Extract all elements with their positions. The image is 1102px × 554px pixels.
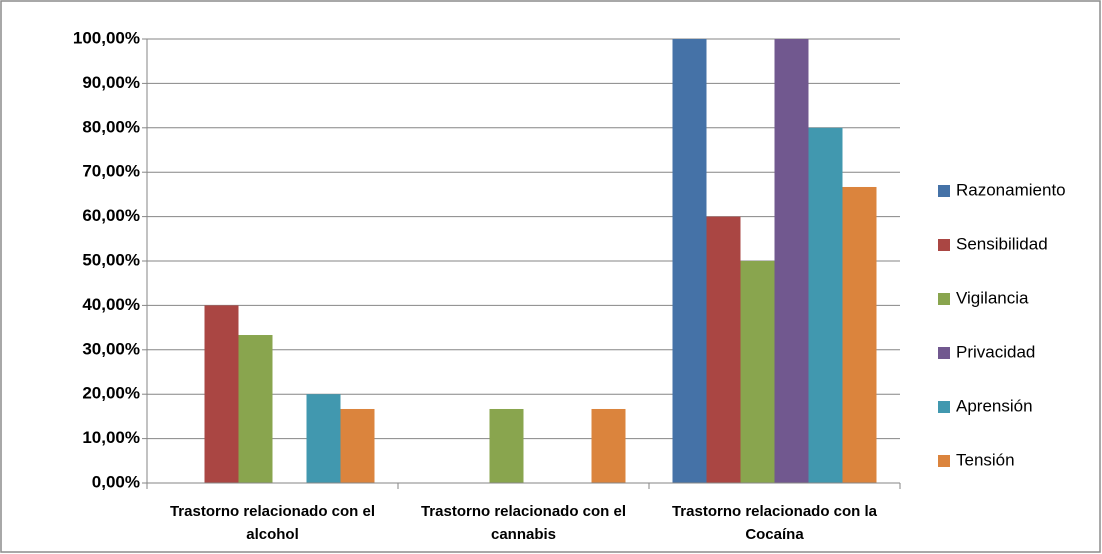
bar	[774, 39, 809, 483]
y-tick-label: 10,00%	[82, 428, 140, 447]
legend-label: Privacidad	[956, 342, 1035, 361]
y-tick-label: 100,00%	[73, 28, 140, 47]
legend-label: Tensión	[956, 450, 1015, 469]
bar	[340, 408, 375, 483]
legend-label: Vigilancia	[956, 288, 1029, 307]
bar	[238, 335, 273, 483]
x-tick-label: Trastorno relacionado con el cannabis	[421, 503, 626, 543]
y-tick-label: 20,00%	[82, 384, 140, 403]
y-tick-label: 50,00%	[82, 250, 140, 269]
bar	[672, 39, 707, 483]
bar	[808, 127, 843, 484]
legend-label: Aprensión	[956, 396, 1033, 415]
bar	[842, 186, 877, 483]
legend-label: Razonamiento	[956, 180, 1066, 199]
y-tick-label: 70,00%	[82, 162, 140, 181]
bar	[740, 261, 775, 483]
bar	[591, 408, 626, 483]
legend-swatch	[938, 239, 950, 251]
bar	[306, 394, 341, 483]
legend-swatch	[938, 347, 950, 359]
y-tick-label: 0,00%	[92, 472, 140, 491]
x-tick-label: Trastorno relacionado con la Cocaína	[672, 503, 878, 543]
x-tick-label: Trastorno relacionado con el alcohol	[170, 503, 375, 543]
legend-label: Sensibilidad	[956, 234, 1048, 253]
y-tick-label: 80,00%	[82, 117, 140, 136]
legend-swatch	[938, 293, 950, 305]
y-tick-label: 40,00%	[82, 295, 140, 314]
legend-swatch	[938, 455, 950, 467]
legend-swatch	[938, 185, 950, 197]
y-tick-label: 30,00%	[82, 339, 140, 358]
y-tick-label: 60,00%	[82, 206, 140, 225]
bar	[706, 216, 741, 483]
bar	[489, 408, 524, 483]
bar	[204, 305, 239, 483]
legend-swatch	[938, 401, 950, 413]
y-tick-label: 90,00%	[82, 73, 140, 92]
